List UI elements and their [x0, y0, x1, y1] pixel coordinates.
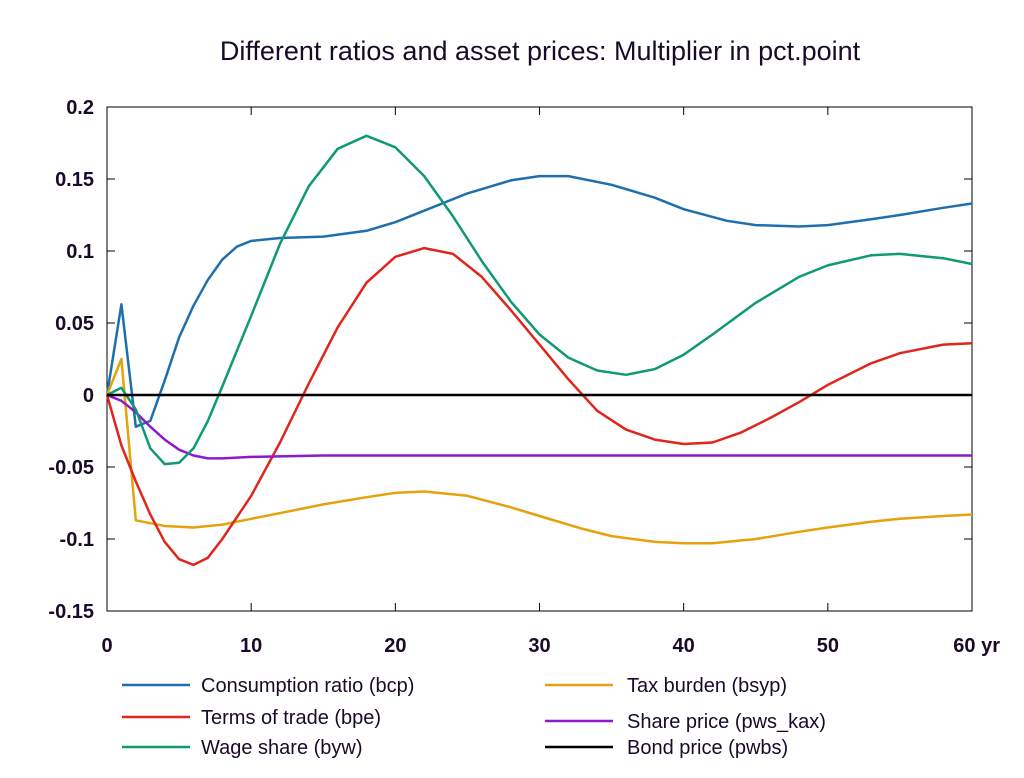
- x-tick-label: 20: [384, 635, 406, 657]
- series-line: [106, 393, 972, 460]
- series-lines: [105, 134, 973, 567]
- legend-label: Bond price (pwbs): [627, 737, 788, 759]
- series-line: [105, 246, 973, 567]
- y-tick-label: 0.15: [55, 169, 94, 191]
- y-axis-ticks: -0.15 -0.1 -0.05 0 0.05 0.1 0.15 0.2: [48, 97, 972, 623]
- x-tick-label: 40: [673, 635, 695, 657]
- y-tick-label: -0.15: [48, 601, 94, 623]
- y-tick-label: -0.05: [48, 457, 94, 479]
- series-line: [106, 134, 973, 466]
- x-tick-label: 60 yr: [953, 635, 1000, 657]
- plot-frame: [106, 106, 973, 612]
- y-tick-label: 0: [83, 385, 94, 407]
- y-tick-label: 0.05: [55, 313, 94, 335]
- x-tick-label: 0: [101, 635, 112, 657]
- y-tick-label: -0.1: [60, 529, 94, 551]
- chart-title: Different ratios and asset prices: Multi…: [220, 36, 861, 66]
- legend-label: Terms of trade (bpe): [201, 707, 381, 729]
- series-line: [105, 357, 973, 545]
- legend-label: Share price (pws_kax): [627, 711, 826, 733]
- y-tick-label: 0.1: [66, 241, 94, 263]
- legend-label: Consumption ratio (bcp): [201, 675, 414, 697]
- legend-label: Tax burden (bsyp): [627, 675, 787, 697]
- legend-label: Wage share (byw): [201, 737, 363, 759]
- x-tick-label: 50: [817, 635, 839, 657]
- x-tick-label: 10: [240, 635, 262, 657]
- legend: Consumption ratio (bcp) Tax burden (bsyp)…: [122, 675, 826, 759]
- x-axis-ticks: 0 10 20 30 40 50 60 yr: [101, 107, 1000, 657]
- y-tick-label: 0.2: [66, 97, 94, 119]
- series-line: [105, 174, 973, 428]
- x-tick-label: 30: [528, 635, 550, 657]
